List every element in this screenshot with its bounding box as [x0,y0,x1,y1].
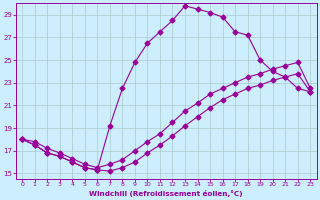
X-axis label: Windchill (Refroidissement éolien,°C): Windchill (Refroidissement éolien,°C) [89,190,243,197]
